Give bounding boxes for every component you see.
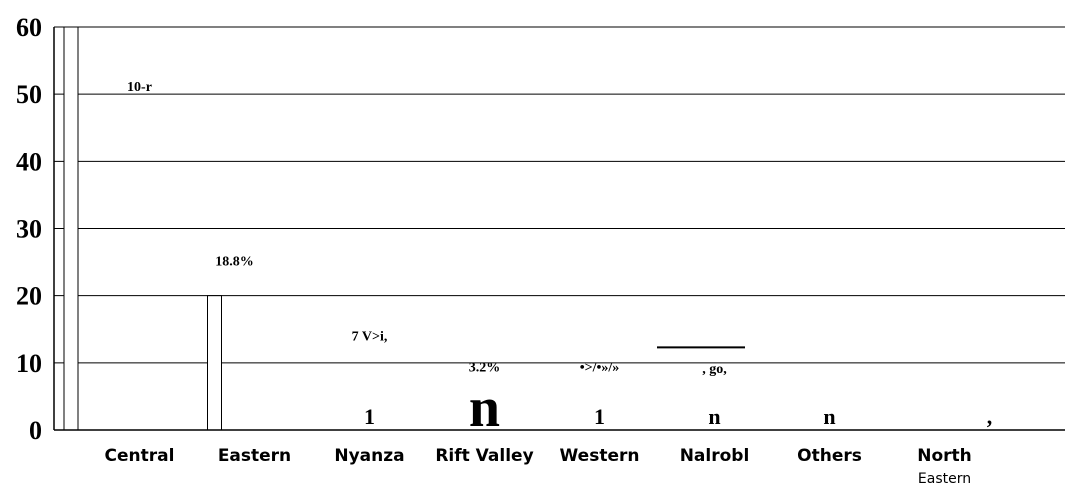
artifact-glyph-5: , [987,404,993,429]
x-tick-sublabel-7: Eastern [918,471,971,487]
data-label-3: 3.2% [469,361,501,376]
axes [53,27,1065,431]
x-tick-label-1: Eastern [218,446,291,466]
x-tick-label-4: Western [560,446,640,466]
data-label-2: 7 V>i, [352,330,388,345]
x-tick-label-0: Central [105,446,175,466]
data-label-4: •>/•»/» [580,361,620,376]
artifact-glyph-0: 1 [364,404,375,429]
gridlines [54,26,1065,431]
y-tick-label-10: 10 [16,349,42,378]
data-label-1: 18.8% [215,254,254,269]
x-tick-label-7: North [917,446,972,466]
y-tick-label-60: 60 [16,13,42,42]
y-tick-label-0: 0 [29,416,42,445]
bars [63,26,222,431]
x-tick-label-5: Nalrobl [680,446,750,466]
y-tick-label-30: 30 [16,215,42,244]
y-tick-label-20: 20 [16,282,42,311]
scan-artifacts: 1 n 1 n n, [364,377,992,439]
x-tick-label-3: Rift Valley [435,446,533,466]
artifact-glyph-2: 1 [594,404,605,429]
y-tick-label-40: 40 [16,147,42,176]
bar-1 [207,295,222,431]
y-tick-label-50: 50 [16,80,42,109]
data-labels: 10-r 18.8% 7 V>i, 3.2% •>/•»/» , go, [127,80,745,377]
bar-0 [63,26,79,431]
y-tick-labels: 0 10 20 30 40 50 60 [16,13,42,445]
x-tick-label-6: Others [797,446,862,466]
data-label-0: 10-r [127,80,152,95]
data-label-5: , go, [702,362,727,377]
artifact-glyph-4: n [823,404,835,429]
artifact-glyph-3: n [708,404,720,429]
artifact-glyph-1: n [469,377,500,439]
x-tick-label-2: Nyanza [334,446,404,466]
x-tick-labels: Central Eastern Nyanza Rift Valley Western Na… [105,446,972,487]
